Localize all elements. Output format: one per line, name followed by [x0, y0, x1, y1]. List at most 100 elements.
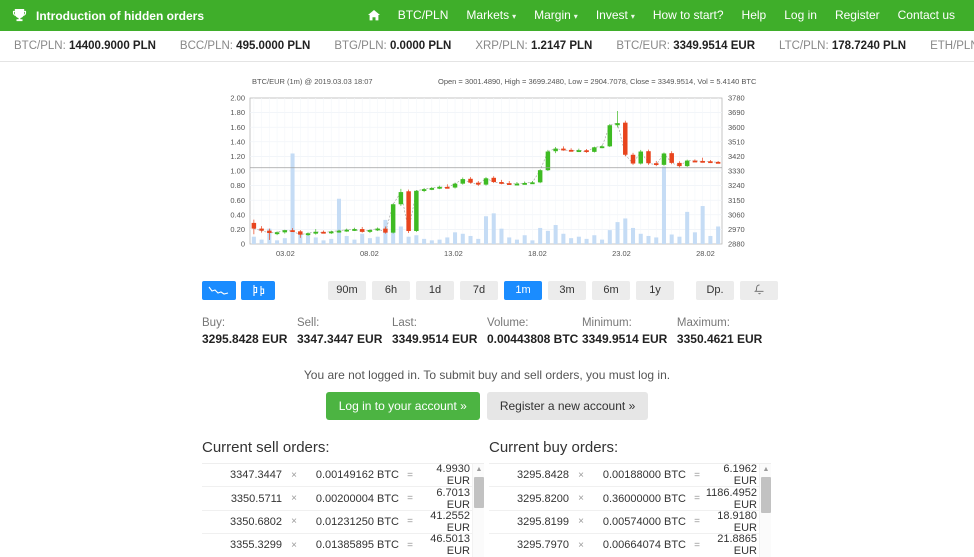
timeframe-6m[interactable]: 6m: [592, 280, 630, 300]
line-chart-icon[interactable]: [202, 280, 236, 300]
trading-panel: BTC/EUR (1m) @ 2019.03.03 18:07 Open = 30…: [202, 62, 778, 557]
timeframe-7d[interactable]: 7d: [460, 280, 498, 300]
stat-value: 3350.4621 EUR: [676, 332, 763, 346]
stat-maximum: Maximum: 3350.4621 EUR: [677, 317, 772, 346]
nav-item-margin[interactable]: Margin ▾: [525, 0, 587, 31]
ticker-label: BTC/EUR:: [616, 40, 670, 52]
buy-orders-panel: Current buy orders: 3295.8428 × 0.001880…: [489, 439, 771, 557]
multiply-operator: ×: [291, 516, 297, 528]
svg-text:3330: 3330: [728, 167, 745, 176]
timeframe-90m[interactable]: 90m: [328, 280, 366, 300]
order-amount: 0.00574000 BTC: [602, 515, 686, 528]
multiply-operator: ×: [291, 493, 297, 505]
timeframe-group: 90m 6h 1d 7d 1m 3m 6m 1y Dp.: [328, 280, 740, 300]
nav-item-markets[interactable]: Markets ▾: [457, 0, 525, 31]
timeframe-3m[interactable]: 3m: [548, 280, 586, 300]
multiply-operator: ×: [291, 539, 297, 551]
chevron-down-icon: ▾: [573, 12, 578, 21]
price-chart[interactable]: BTC/EUR (1m) @ 2019.03.03 18:07 Open = 30…: [202, 74, 772, 274]
nav-item-help[interactable]: Help: [733, 0, 776, 31]
login-notice-buttons: Log in to your account » Register a new …: [202, 392, 772, 420]
scroll-up-icon[interactable]: ▲: [762, 466, 770, 473]
order-total: 18.9180 EUR: [717, 509, 757, 534]
order-price: 3295.8428: [517, 469, 569, 482]
svg-text:1.00: 1.00: [230, 167, 245, 176]
table-row[interactable]: 3295.8200 × 0.36000000 BTC = 1186.4952 E…: [489, 487, 771, 511]
stat-last: Last: 3349.9514 EUR: [392, 317, 487, 346]
svg-text:0.60: 0.60: [230, 196, 245, 205]
sell-orders-panel: Current sell orders: 3347.3447 × 0.00149…: [202, 439, 484, 557]
nav-item-contact-us[interactable]: Contact us: [889, 0, 964, 31]
ticker-label: LTC/PLN:: [779, 40, 829, 52]
equals-operator: =: [407, 516, 413, 528]
ticker-item-xrp-pln[interactable]: XRP/PLN: 1.2147 PLN: [475, 40, 592, 52]
timeframe-1y[interactable]: 1y: [636, 280, 674, 300]
ticker-label: ETH/PLN:: [930, 40, 974, 52]
ticker-item-btc-eur[interactable]: BTC/EUR: 3349.9514 EUR: [616, 40, 755, 52]
nav-item-log-in[interactable]: Log in: [775, 0, 826, 31]
svg-text:1.80: 1.80: [230, 108, 245, 117]
table-row[interactable]: 3355.3299 × 0.01385895 BTC = 46.5013 EUR: [202, 533, 484, 557]
order-price: 3295.8199: [517, 515, 569, 528]
login-notice: You are not logged in. To submit buy and…: [202, 368, 772, 420]
timeframe-1d[interactable]: 1d: [416, 280, 454, 300]
equals-operator: =: [407, 469, 413, 481]
table-row[interactable]: 3295.7970 × 0.00664074 BTC = 21.8865 EUR: [489, 533, 771, 557]
scrollbar-thumb[interactable]: [761, 477, 771, 513]
stat-sell: Sell: 3347.3447 EUR: [297, 317, 392, 346]
nav-item-register[interactable]: Register: [826, 0, 889, 31]
svg-text:03.02: 03.02: [276, 249, 295, 258]
buy-orders-scrollbar[interactable]: ▲ ▼: [759, 464, 771, 557]
table-row[interactable]: 3350.6802 × 0.01231250 BTC = 41.2552 EUR: [202, 510, 484, 535]
ticker-label: BTG/PLN:: [334, 40, 387, 52]
svg-text:28.02: 28.02: [696, 249, 715, 258]
buy-orders-list[interactable]: 3295.8428 × 0.00188000 BTC = 6.1962 EUR …: [489, 463, 771, 557]
order-price: 3355.3299: [230, 539, 282, 552]
nav-item-how-to-start[interactable]: How to start?: [644, 0, 733, 31]
trophy-icon: [12, 8, 27, 23]
table-row[interactable]: 3295.8428 × 0.00188000 BTC = 6.1962 EUR: [489, 464, 771, 488]
timeframe-1m[interactable]: 1m: [504, 280, 542, 300]
order-amount: 0.00188000 BTC: [602, 469, 686, 482]
equals-operator: =: [694, 469, 700, 481]
stat-label: Last:: [391, 317, 417, 329]
ticker-item-btc-pln[interactable]: BTC/PLN: 14400.9000 PLN: [14, 40, 156, 52]
table-row[interactable]: 3350.5711 × 0.00200004 BTC = 6.7013 EUR: [202, 487, 484, 511]
table-row[interactable]: 3347.3447 × 0.00149162 BTC = 4.9930 EUR: [202, 464, 484, 488]
nav-label: Help: [741, 8, 767, 22]
bell-icon[interactable]: [740, 280, 778, 300]
stat-label: Sell:: [296, 317, 320, 329]
scrollbar-thumb[interactable]: [474, 477, 484, 508]
svg-text:2970: 2970: [728, 225, 745, 234]
nav-item-invest[interactable]: Invest ▾: [587, 0, 644, 31]
ticker-bar: BTC/PLN: 14400.9000 PLN BCC/PLN: 495.000…: [0, 31, 974, 62]
nav-label: How to start?: [652, 8, 724, 22]
order-total: 21.8865 EUR: [717, 533, 757, 557]
ticker-item-btg-pln[interactable]: BTG/PLN: 0.0000 PLN: [334, 40, 451, 52]
sell-orders-scrollbar[interactable]: ▲ ▼: [472, 464, 484, 557]
navbar-brand-text: Introduction of hidden orders: [36, 8, 204, 23]
svg-text:3060: 3060: [728, 210, 745, 219]
timeframe-6h[interactable]: 6h: [372, 280, 410, 300]
svg-text:18.02: 18.02: [528, 249, 547, 258]
ticker-item-ltc-pln[interactable]: LTC/PLN: 178.7240 PLN: [779, 40, 906, 52]
ticker-item-eth-pln[interactable]: ETH/PLN: 496.0000 PLN: [930, 40, 974, 52]
timeframe-dp[interactable]: Dp.: [696, 280, 734, 300]
chevron-down-icon: ▾: [630, 12, 635, 21]
svg-text:3780: 3780: [728, 94, 745, 103]
sell-orders-list[interactable]: 3347.3447 × 0.00149162 BTC = 4.9930 EUR …: [202, 463, 484, 557]
stat-value: 0.00443808 BTC: [486, 332, 579, 346]
table-row[interactable]: 3295.8199 × 0.00574000 BTC = 18.9180 EUR: [489, 509, 771, 535]
nav-item-btc-pln[interactable]: BTC/PLN: [389, 0, 458, 31]
login-button[interactable]: Log in to your account »: [325, 392, 480, 420]
candlestick-chart-icon[interactable]: [241, 280, 275, 300]
order-books: Current sell orders: 3347.3447 × 0.00149…: [202, 439, 772, 557]
register-button[interactable]: Register a new account »: [486, 392, 649, 420]
nav-label: BTC/PLN: [397, 8, 449, 22]
nav-label: Contact us: [897, 8, 955, 22]
nav-item-home[interactable]: [359, 10, 389, 21]
scroll-up-icon[interactable]: ▲: [475, 466, 483, 473]
ticker-item-bcc-pln[interactable]: BCC/PLN: 495.0000 PLN: [180, 40, 310, 52]
navbar-brand[interactable]: Introduction of hidden orders: [12, 8, 204, 23]
svg-text:BTC/EUR (1m) @ 2019.03.03 18:0: BTC/EUR (1m) @ 2019.03.03 18:07: [252, 77, 373, 86]
